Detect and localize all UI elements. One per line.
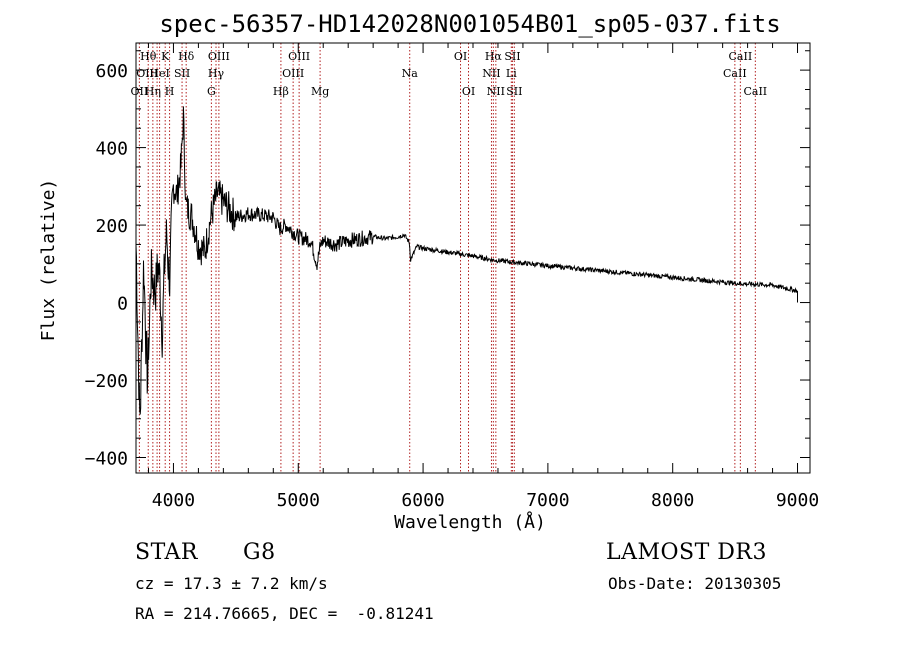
line-label: Hθ [140,50,157,63]
object-subclass: G8 [243,540,276,565]
x-tick-label: 7000 [526,490,569,511]
axis-ticks: 4000 5000 6000 7000 8000 9000 −400 −200 0 200 400 6… [85,43,819,511]
x-tick-label: 5000 [277,490,320,511]
line-label: CaII [729,50,753,63]
line-label: NII [482,67,500,80]
line-label: HeI [149,67,169,80]
line-label: K [161,50,170,63]
spectrum-line [135,106,798,415]
line-label: G [207,85,216,98]
line-label: Hη [145,85,161,98]
line-label: Hβ [273,85,289,98]
object-class: STAR [135,540,198,565]
line-label: OIII [282,67,304,80]
y-tick-label: −200 [85,371,128,392]
y-tick-label: 200 [95,216,128,237]
x-axis-label: Wavelength (Å) [394,511,546,533]
y-tick-label: 600 [95,61,128,82]
line-label: OI [462,85,475,98]
line-label: H [165,85,175,98]
x-tick-label: 9000 [776,490,819,511]
line-label: OIII [288,50,310,63]
line-label: OII [131,85,149,98]
line-label: Mg [311,85,329,98]
survey-name: LAMOST DR3 [606,540,767,565]
line-label: Li [506,67,517,80]
line-label: NII [487,85,505,98]
y-tick-label: −400 [85,449,128,470]
line-label: CaII [723,67,747,80]
line-label: SII [504,50,520,63]
y-tick-label: 0 [117,294,128,315]
line-label: Hα [485,50,503,63]
line-label: Na [402,67,419,80]
redshift: cz = 17.3 ± 7.2 km/s [135,574,328,593]
line-label: Hγ [208,67,225,80]
y-tick-label: 400 [95,139,128,160]
x-tick-label: 6000 [401,490,444,511]
line-label: Hδ [178,50,195,63]
line-markers [138,43,756,473]
line-label: SII [174,67,190,80]
line-label: OIII [208,50,230,63]
x-tick-label: 8000 [651,490,694,511]
line-label: OI [454,50,467,63]
line-label: CaII [743,85,767,98]
coordinates: RA = 214.76665, DEC = -0.81241 [135,604,434,623]
x-tick-label: 4000 [152,490,195,511]
line-label: SII [506,85,522,98]
obs-date: Obs-Date: 20130305 [608,574,782,593]
chart-title: spec-56357-HD142028N001054B01_sp05-037.f… [159,10,780,38]
y-axis-label: Flux (relative) [38,179,59,342]
